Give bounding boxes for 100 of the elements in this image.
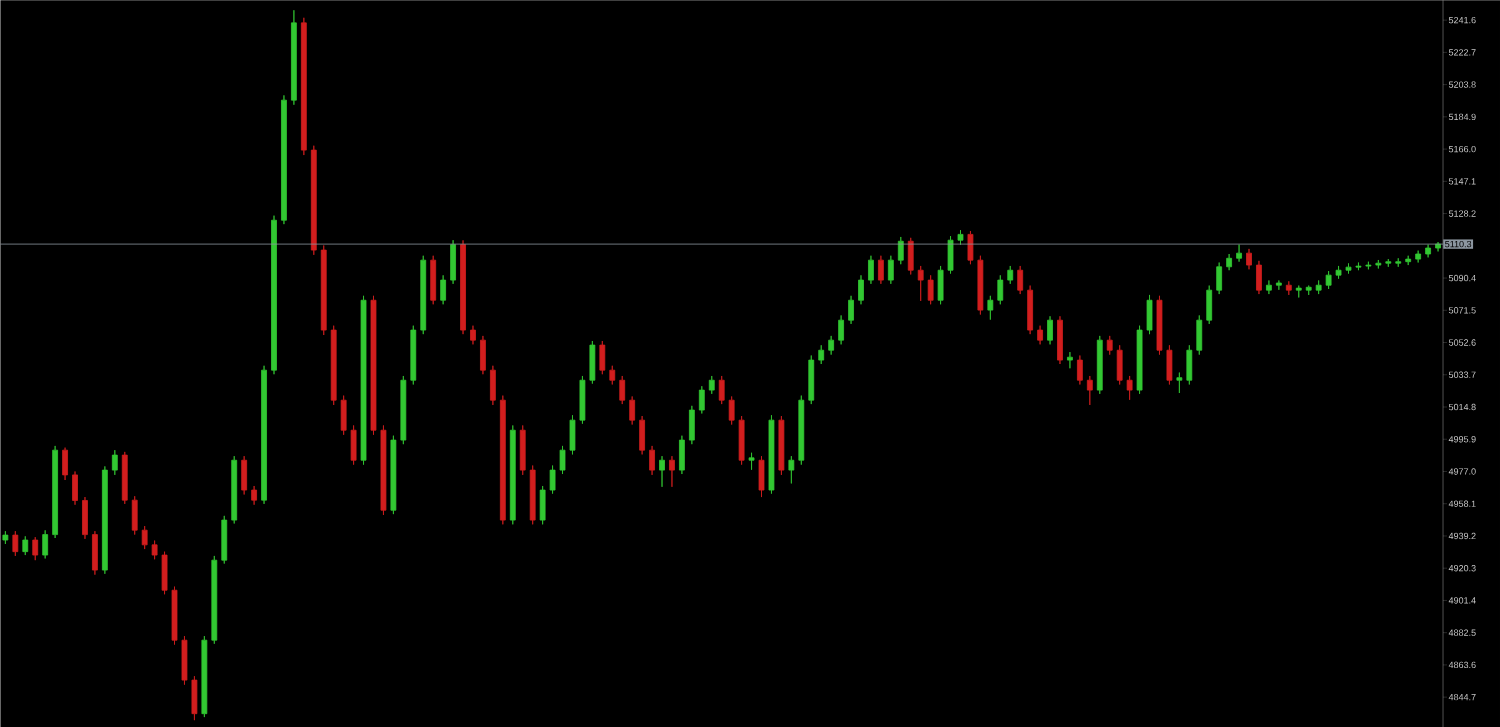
candlestick — [171, 586, 178, 645]
candlestick — [1385, 258, 1392, 268]
candlestick — [1146, 294, 1153, 335]
candlestick — [549, 465, 556, 494]
candlestick — [32, 536, 39, 561]
y-tick-label: 4958.1 — [1448, 500, 1476, 507]
candlestick — [927, 274, 934, 305]
candlestick — [838, 314, 844, 345]
candlestick — [450, 239, 456, 285]
candlestick — [599, 340, 606, 375]
candlestick — [629, 395, 636, 425]
candlestick — [1295, 285, 1302, 298]
candlestick — [897, 236, 904, 265]
candlestick — [868, 255, 874, 285]
candlestick — [390, 435, 397, 515]
y-tick-label: 4863.6 — [1448, 661, 1476, 669]
candlestick — [1086, 375, 1093, 406]
y-tick-label: 5014.8 — [1448, 403, 1476, 411]
candlestick — [1335, 265, 1342, 280]
candlestick — [1176, 372, 1183, 394]
candlestick — [1136, 325, 1143, 395]
candlestick — [310, 145, 317, 256]
candlestick — [1365, 261, 1372, 270]
candlestick — [1355, 262, 1362, 271]
candlestick — [101, 465, 108, 575]
candlestick — [1315, 279, 1322, 295]
candlestick — [320, 244, 327, 336]
candlestick — [659, 455, 665, 488]
candlestick — [987, 295, 994, 320]
candlestick — [778, 415, 785, 476]
candlestick — [768, 414, 775, 494]
candlestick — [539, 485, 546, 525]
candlestick — [1266, 279, 1272, 295]
candlestick — [490, 365, 496, 406]
candlestick — [728, 395, 735, 425]
y-tick-label: 4995.9 — [1448, 435, 1476, 443]
candlestick — [1425, 244, 1431, 258]
candlestick — [639, 415, 646, 455]
candlestick — [330, 325, 337, 406]
candlestick — [241, 455, 248, 495]
candlestick — [2, 530, 9, 545]
candlestick — [619, 375, 626, 405]
candlestick — [848, 295, 854, 325]
y-tick-label: 4920.3 — [1448, 564, 1476, 572]
candlestick — [201, 635, 208, 718]
candlestick — [181, 635, 188, 686]
y-tick-label: 5147.1 — [1448, 178, 1476, 185]
y-tick-label: 5090.4 — [1448, 274, 1476, 282]
candlestick — [141, 525, 148, 550]
candlestick — [947, 235, 954, 274]
y-tick-label: 4844.7 — [1448, 693, 1476, 701]
candlestick — [72, 470, 78, 506]
candlestick — [211, 555, 218, 645]
candlestick — [1116, 344, 1123, 385]
candlestick — [22, 535, 29, 556]
candlestick — [579, 375, 586, 425]
candlestick — [281, 94, 287, 225]
candlestick — [430, 255, 437, 305]
candlestick — [82, 496, 88, 540]
candlestick — [300, 17, 307, 156]
y-tick-label: 5203.8 — [1448, 81, 1476, 88]
candlestick — [350, 424, 357, 465]
candlestick — [1126, 375, 1133, 401]
candlestick — [1106, 335, 1113, 355]
candlestick — [1405, 255, 1412, 266]
candlestick — [221, 515, 228, 564]
candlestick — [798, 395, 805, 465]
candlestick — [967, 230, 974, 265]
candlestick — [400, 375, 407, 445]
candlestick — [291, 9, 297, 106]
candlestick — [688, 405, 695, 445]
candlestick — [52, 445, 59, 539]
candlestick — [788, 455, 795, 484]
candlestick — [878, 255, 884, 285]
candlestick — [957, 229, 964, 245]
y-tick-label: 5241.6 — [1448, 16, 1476, 24]
candlestick — [1325, 270, 1332, 290]
candlestick — [917, 265, 924, 302]
candlestick — [738, 415, 745, 465]
candlestick — [1305, 285, 1312, 296]
candlestick — [808, 355, 815, 405]
candlestick — [1285, 280, 1292, 296]
candlestick — [420, 255, 427, 335]
candlestick — [131, 495, 138, 535]
candlestick — [1076, 355, 1083, 385]
candlestick — [609, 365, 616, 385]
candlestick — [569, 414, 576, 455]
y-tick-label: 5184.9 — [1448, 113, 1476, 120]
candlestick — [559, 445, 566, 475]
candlestick — [669, 455, 675, 488]
candlestick — [649, 445, 655, 476]
candlestick — [1345, 262, 1352, 274]
y-tick-label: 4977.0 — [1448, 468, 1476, 475]
candlestick — [42, 529, 49, 559]
candlestick — [529, 465, 536, 525]
candlestick — [460, 239, 466, 335]
y-tick-label: 4939.2 — [1448, 532, 1476, 540]
candlestick — [1047, 315, 1053, 345]
candlestick — [1166, 344, 1173, 385]
candlestick — [758, 455, 765, 498]
